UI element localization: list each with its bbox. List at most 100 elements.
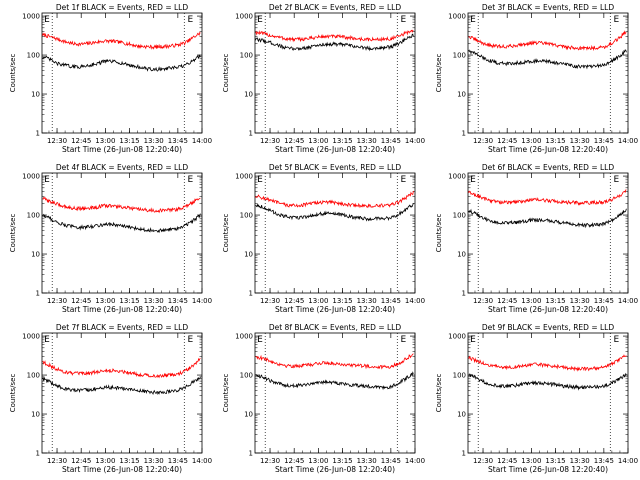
events-series-line — [42, 54, 201, 72]
chart-title: Det 8f BLACK = Events, RED = LLD — [269, 323, 402, 332]
x-tick-label: 13:00 — [308, 457, 328, 465]
x-tick-label: 12:30 — [47, 137, 67, 145]
x-tick-label: 13:45 — [594, 457, 614, 465]
y-tick-label: 100 — [240, 212, 253, 220]
x-tick-label: 13:30 — [357, 457, 377, 465]
x-tick-label: 13:45 — [168, 137, 188, 145]
x-tick-label: 12:45 — [71, 457, 91, 465]
x-axis-label: Start Time (26-Jun-08 12:20:40) — [62, 305, 182, 314]
x-tick-label: 12:30 — [260, 137, 280, 145]
x-tick-label: 13:15 — [332, 297, 352, 305]
x-axis-label: Start Time (26-Jun-08 12:20:40) — [275, 145, 395, 154]
plot-frame — [41, 332, 203, 454]
event-marker-label: E — [401, 335, 407, 345]
y-tick-label: 10 — [244, 251, 253, 259]
x-tick-label: 14:00 — [192, 137, 212, 145]
events-series-line — [42, 213, 201, 234]
chart-panel-1: Det 1f BLACK = Events, RED = LLD 1 10 100 10… — [9, 3, 212, 154]
events-series-line — [468, 49, 627, 70]
y-axis-label: Counts/sec — [9, 54, 17, 93]
x-tick-label: 14:00 — [192, 297, 212, 305]
x-tick-label: 14:00 — [618, 137, 638, 145]
chart-title: Det 5f BLACK = Events, RED = LLD — [269, 163, 402, 172]
x-tick-label: 13:00 — [521, 137, 541, 145]
event-marker-label: E — [470, 15, 476, 25]
chart-title: Det 1f BLACK = Events, RED = LLD — [56, 3, 189, 12]
y-tick-label: 1000 — [235, 333, 253, 341]
y-tick-label: 100 — [453, 372, 466, 380]
x-tick-label: 12:30 — [260, 457, 280, 465]
x-tick-label: 13:15 — [332, 457, 352, 465]
y-tick-label: 1000 — [448, 173, 466, 181]
x-tick-label: 13:00 — [95, 457, 115, 465]
event-marker-label: E — [188, 175, 194, 185]
x-tick-label: 12:45 — [497, 457, 517, 465]
y-axis-label: Counts/sec — [222, 54, 230, 93]
x-tick-label: 13:30 — [570, 297, 590, 305]
events-series-line — [255, 371, 414, 391]
y-axis-label: Counts/sec — [435, 54, 443, 93]
x-tick-label: 13:30 — [357, 137, 377, 145]
y-tick-label: 1000 — [235, 13, 253, 21]
x-tick-label: 13:30 — [570, 457, 590, 465]
event-marker-label: E — [614, 15, 620, 25]
x-tick-label: 14:00 — [405, 457, 425, 465]
chart-panel-4: Det 4f BLACK = Events, RED = LLD 1 10 100 10… — [9, 163, 212, 314]
plot-frame — [467, 172, 629, 294]
y-tick-label: 1 — [462, 130, 466, 138]
event-marker-label: E — [470, 175, 476, 185]
x-tick-label: 13:45 — [594, 137, 614, 145]
x-tick-label: 12:30 — [260, 297, 280, 305]
x-tick-label: 12:45 — [497, 137, 517, 145]
x-tick-label: 13:45 — [381, 457, 401, 465]
event-marker-label: E — [614, 175, 620, 185]
y-axis-label: Counts/sec — [435, 214, 443, 253]
x-axis-label: Start Time (26-Jun-08 12:20:40) — [488, 465, 608, 474]
x-tick-label: 12:45 — [71, 297, 91, 305]
events-series-line — [255, 203, 414, 222]
x-tick-label: 13:00 — [308, 137, 328, 145]
y-tick-label: 100 — [240, 52, 253, 60]
x-tick-label: 12:30 — [47, 297, 67, 305]
x-tick-label: 13:00 — [521, 297, 541, 305]
x-tick-label: 13:00 — [308, 297, 328, 305]
x-axis-label: Start Time (26-Jun-08 12:20:40) — [62, 465, 182, 474]
x-axis-label: Start Time (26-Jun-08 12:20:40) — [275, 465, 395, 474]
x-tick-label: 13:00 — [521, 457, 541, 465]
x-axis-label: Start Time (26-Jun-08 12:20:40) — [488, 145, 608, 154]
plot-frame — [254, 332, 416, 454]
x-tick-label: 12:30 — [47, 457, 67, 465]
x-tick-label: 12:30 — [473, 137, 493, 145]
x-tick-label: 12:30 — [473, 457, 493, 465]
x-tick-label: 12:30 — [473, 297, 493, 305]
event-marker-label: E — [470, 335, 476, 345]
x-tick-label: 14:00 — [618, 297, 638, 305]
x-tick-label: 12:45 — [71, 137, 91, 145]
x-tick-label: 13:30 — [144, 297, 164, 305]
event-marker-label: E — [188, 15, 194, 25]
lld-series-line — [255, 353, 414, 370]
y-tick-label: 1000 — [448, 13, 466, 21]
event-marker-label: E — [44, 175, 50, 185]
lld-series-line — [468, 30, 627, 52]
y-tick-label: 100 — [453, 52, 466, 60]
y-axis-label: Counts/sec — [222, 374, 230, 413]
x-tick-label: 13:45 — [168, 457, 188, 465]
y-tick-label: 100 — [240, 372, 253, 380]
lld-series-line — [255, 190, 414, 209]
y-axis-label: Counts/sec — [9, 214, 17, 253]
y-tick-label: 1000 — [22, 173, 40, 181]
lld-series-line — [42, 196, 201, 214]
y-tick-label: 100 — [27, 212, 40, 220]
y-tick-label: 1 — [462, 290, 466, 298]
y-tick-label: 100 — [453, 212, 466, 220]
lld-series-line — [255, 29, 414, 43]
y-tick-label: 1 — [36, 450, 40, 458]
lld-series-line — [42, 357, 201, 379]
y-tick-label: 10 — [457, 411, 466, 419]
x-tick-label: 13:15 — [119, 457, 139, 465]
x-tick-label: 13:15 — [332, 137, 352, 145]
y-tick-label: 1 — [462, 450, 466, 458]
chart-panel-7: Det 7f BLACK = Events, RED = LLD 1 10 100 10… — [9, 323, 212, 474]
x-tick-label: 14:00 — [618, 457, 638, 465]
